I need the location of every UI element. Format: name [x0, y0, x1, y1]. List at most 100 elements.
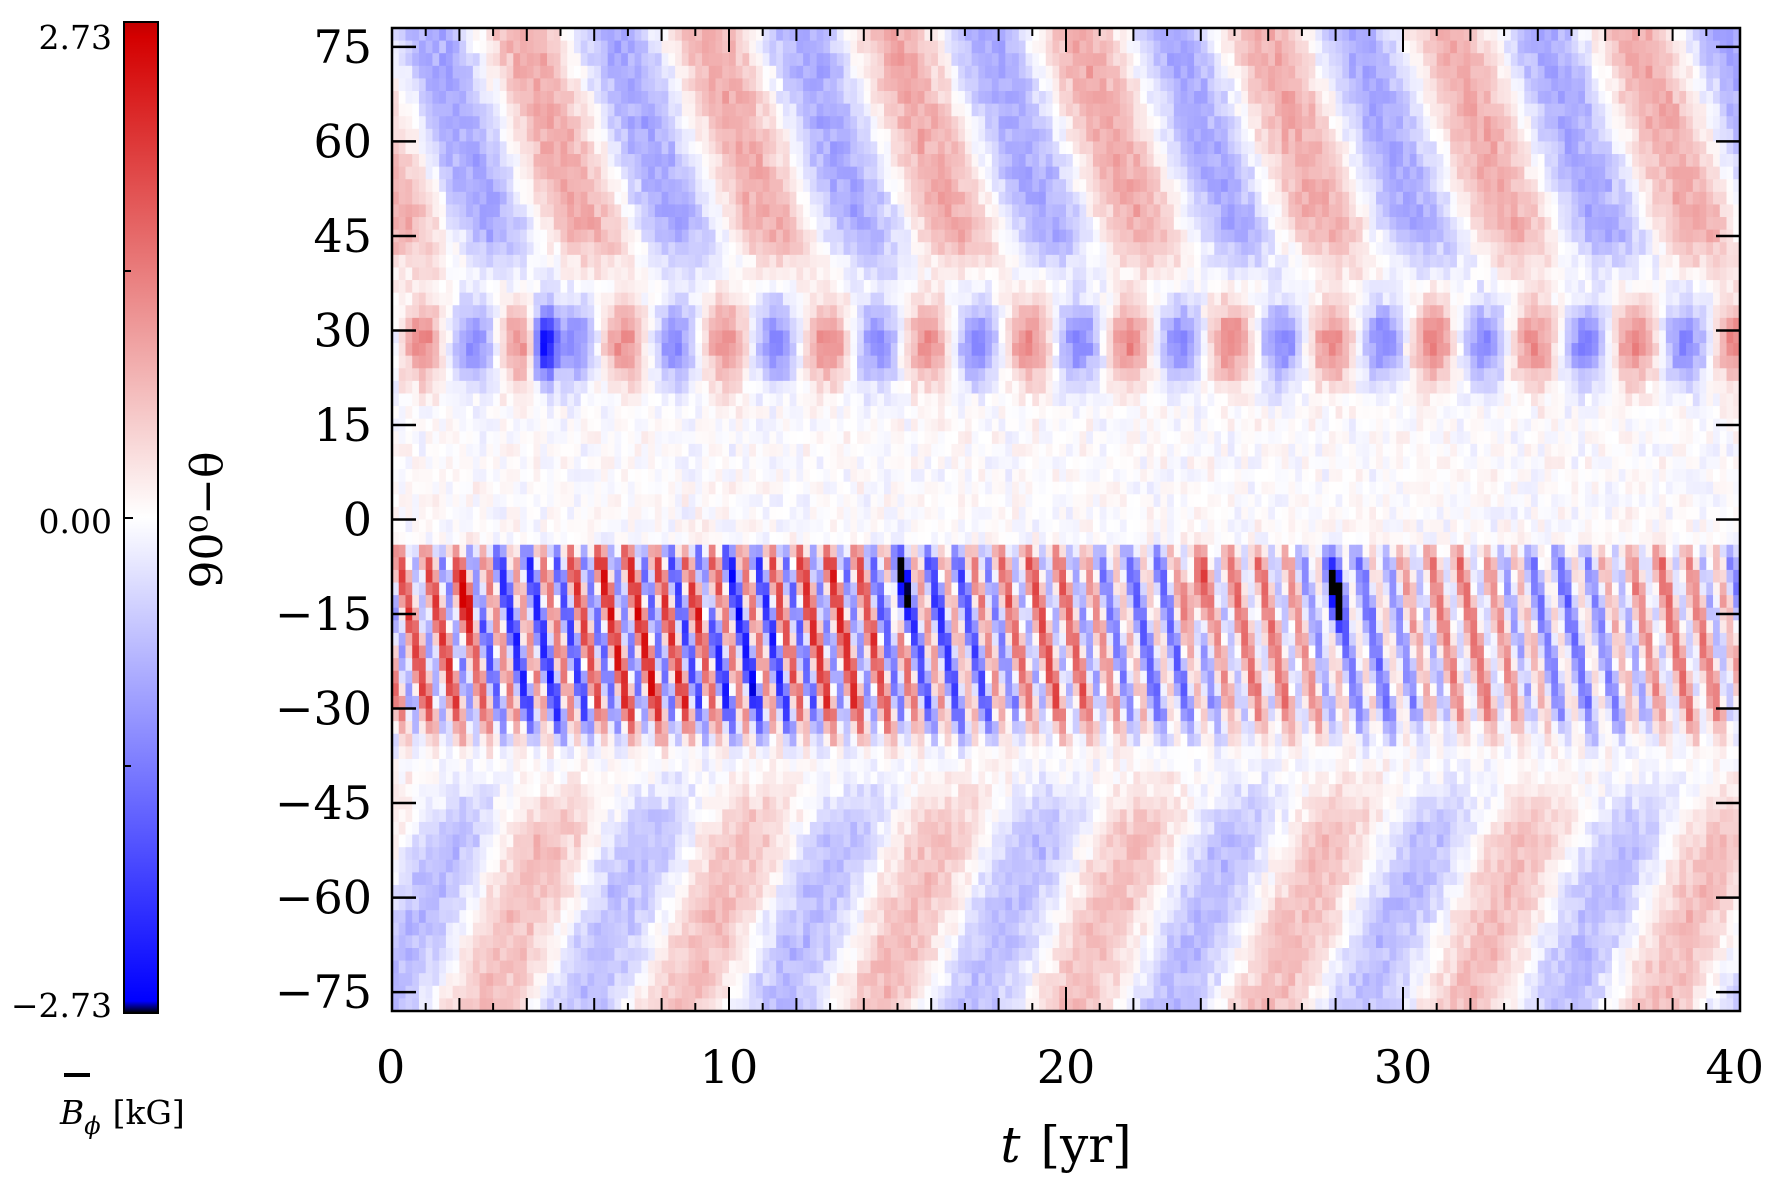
heatmap-cell: [783, 935, 790, 948]
heatmap-cell: [500, 683, 507, 696]
heatmap-cell: [473, 167, 480, 180]
colorbar: 2.73 0.00 −2.73 Bϕ [kG]: [11, 18, 185, 1140]
heatmap-cell: [466, 860, 473, 873]
heatmap-cell: [689, 356, 696, 369]
heatmap-cell: [446, 343, 453, 356]
heatmap-cell: [453, 343, 460, 356]
heatmap-cell: [655, 267, 662, 280]
heatmap-cell: [540, 330, 547, 343]
heatmap-cell: [493, 66, 500, 79]
heatmap-cell: [466, 91, 473, 104]
heatmap-cell: [412, 192, 419, 205]
heatmap-cell: [648, 217, 655, 230]
heatmap-cell: [668, 242, 675, 255]
heatmap-cell: [722, 683, 729, 696]
heatmap-cell: [601, 116, 608, 129]
heatmap-cell: [668, 759, 675, 772]
heatmap-cell: [453, 431, 460, 444]
heatmap-cell: [776, 671, 783, 684]
heatmap-cell: [520, 772, 527, 785]
heatmap-cell: [796, 456, 803, 469]
heatmap-cell: [453, 129, 460, 142]
heatmap-cell: [608, 835, 615, 848]
heatmap-cell: [594, 746, 601, 759]
heatmap-cell: [520, 280, 527, 293]
heatmap-cell: [466, 746, 473, 759]
heatmap-cell: [446, 53, 453, 66]
heatmap-cell: [756, 583, 763, 596]
heatmap-cell: [614, 368, 621, 381]
heatmap-cell: [722, 923, 729, 936]
heatmap-cell: [480, 557, 487, 570]
heatmap-cell: [581, 683, 588, 696]
heatmap-cell: [412, 696, 419, 709]
heatmap-cell: [561, 507, 568, 520]
heatmap-cell: [405, 431, 412, 444]
heatmap-cell: [695, 381, 702, 394]
heatmap-cell: [399, 482, 406, 495]
heatmap-cell: [453, 267, 460, 280]
heatmap-cell: [500, 671, 507, 684]
heatmap-cell: [608, 280, 615, 293]
heatmap-cells: [392, 28, 1741, 1012]
heatmap-cell: [709, 217, 716, 230]
heatmap-cell: [493, 141, 500, 154]
heatmap-cell: [742, 444, 749, 457]
heatmap-cell: [722, 66, 729, 79]
heatmap-cell: [641, 330, 648, 343]
heatmap-cell: [641, 444, 648, 457]
heatmap-cell: [722, 456, 729, 469]
heatmap-cell: [507, 709, 514, 722]
heatmap-cell: [608, 520, 615, 533]
heatmap-cell: [567, 570, 574, 583]
heatmap-cell: [459, 797, 466, 810]
heatmap-cell: [439, 267, 446, 280]
heatmap-cell: [810, 721, 817, 734]
heatmap-cell: [601, 53, 608, 66]
heatmap-cell: [648, 53, 655, 66]
heatmap-cell: [675, 431, 682, 444]
heatmap-cell: [426, 305, 433, 318]
heatmap-cell: [709, 935, 716, 948]
heatmap-cell: [486, 520, 493, 533]
heatmap-cell: [675, 797, 682, 810]
heatmap-cell: [769, 734, 776, 747]
heatmap-cell: [648, 872, 655, 885]
heatmap-cell: [749, 998, 756, 1011]
heatmap-cell: [749, 570, 756, 583]
heatmap-cell: [473, 847, 480, 860]
heatmap-cell: [432, 545, 439, 558]
heatmap-cell: [655, 204, 662, 217]
heatmap-cell: [803, 860, 810, 873]
heatmap-cell: [641, 620, 648, 633]
heatmap-cell: [776, 204, 783, 217]
heatmap-cell: [675, 973, 682, 986]
heatmap-cell: [480, 343, 487, 356]
heatmap-cell: [486, 41, 493, 54]
heatmap-cell: [412, 746, 419, 759]
heatmap-cell: [756, 872, 763, 885]
heatmap-cell: [641, 280, 648, 293]
heatmap-cell: [540, 923, 547, 936]
heatmap-cell: [763, 91, 770, 104]
heatmap-cell: [459, 444, 466, 457]
heatmap-cell: [594, 923, 601, 936]
heatmap-cell: [500, 885, 507, 898]
heatmap-cell: [473, 141, 480, 154]
heatmap-cell: [500, 406, 507, 419]
heatmap-cell: [486, 267, 493, 280]
heatmap-cell: [635, 406, 642, 419]
heatmap-cell: [776, 961, 783, 974]
heatmap-cell: [446, 570, 453, 583]
heatmap-cell: [662, 759, 669, 772]
heatmap-cell: [439, 230, 446, 243]
heatmap-cell: [439, 318, 446, 331]
heatmap-cell: [695, 28, 702, 41]
heatmap-cell: [507, 494, 514, 507]
heatmap-cell: [709, 973, 716, 986]
heatmap-cell: [756, 66, 763, 79]
heatmap-cell: [729, 986, 736, 999]
heatmap-cell: [689, 242, 696, 255]
heatmap-cell: [668, 129, 675, 142]
heatmap-cell: [547, 242, 554, 255]
